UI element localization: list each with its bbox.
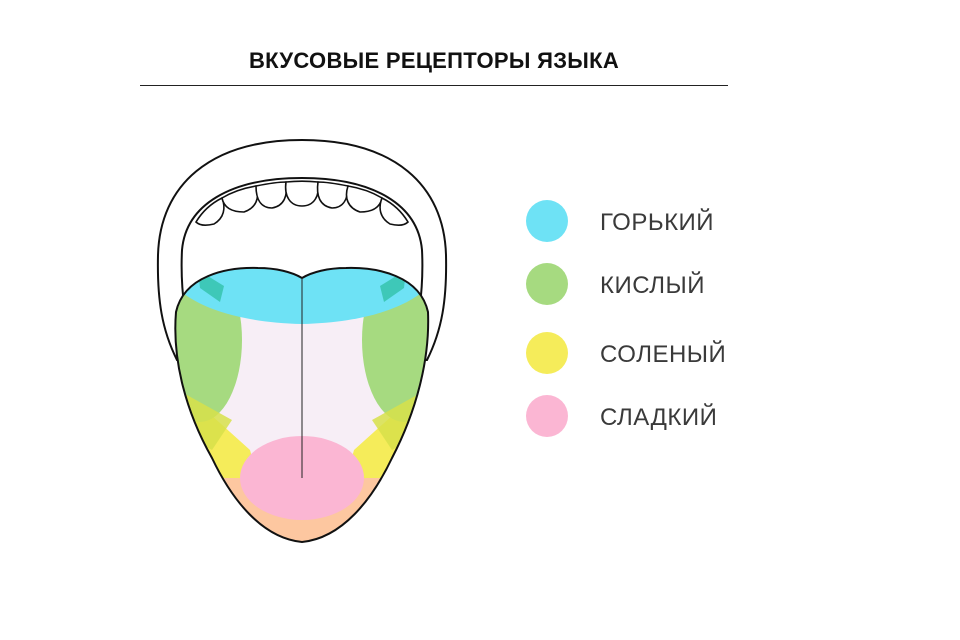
legend-label-salty: СОЛЕНЫЙ: [600, 341, 727, 368]
legend-label-bitter: ГОРЬКИЙ: [600, 209, 715, 236]
legend-dot-sour: [526, 263, 568, 305]
legend-item-bitter: ГОРЬКИЙ: [526, 200, 786, 244]
page-title: ВКУСОВЫЕ РЕЦЕПТОРЫ ЯЗЫКА: [248, 48, 620, 73]
tongue-outline: [174, 266, 430, 544]
legend-item-salty: СОЛЕНЫЙ: [526, 332, 786, 376]
legend-dot-sweet: [526, 395, 568, 437]
legend-dot-salty: [526, 332, 568, 374]
legend-label-sweet: СЛАДКИЙ: [600, 404, 718, 431]
legend-label-sour: КИСЛЫЙ: [600, 272, 706, 299]
legend-item-sweet: СЛАДКИЙ: [526, 395, 786, 439]
title-divider: [140, 85, 728, 86]
legend-dot-bitter: [526, 200, 568, 242]
teeth: [194, 180, 410, 227]
legend-item-sour: КИСЛЫЙ: [526, 263, 786, 307]
